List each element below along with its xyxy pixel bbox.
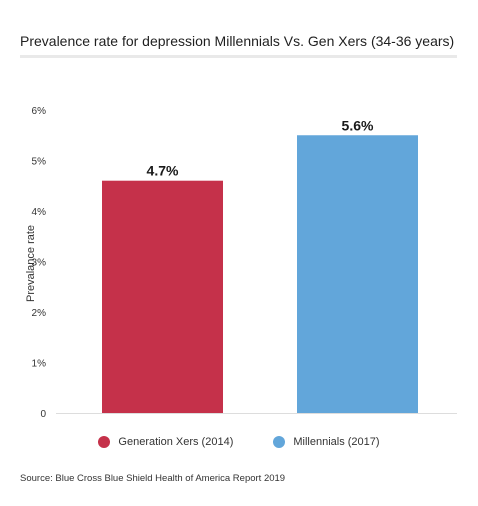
y-tick-label: 6% [32,106,47,117]
y-tick-label: 1% [32,359,47,370]
y-tick-label: 2% [32,308,47,319]
y-tick-label: 5% [32,157,47,168]
legend-label-gen-x: Generation Xers (2014) [118,436,234,448]
legend-swatch-gen-x [98,436,111,448]
bars-group [102,135,418,413]
legend-item-millennials: Millennials (2017) [273,436,380,448]
legend-label-millennials: Millennials (2017) [293,436,380,448]
y-tick-label: 4% [32,207,47,218]
y-axis-ticks: 0 1% 2% 3% 4% 5% 6% [32,106,47,420]
chart-legend: Generation Xers (2014) Millennials (2017… [0,436,478,448]
y-axis-label: Prevalance rate [25,225,37,302]
legend-swatch-millennials [273,436,286,448]
bar-millennials [297,135,418,413]
bar-data-label: 4.7% [147,163,179,179]
legend-item-gen-x: Generation Xers (2014) [98,436,233,448]
y-tick-label: 3% [32,258,47,269]
y-tick-label: 0 [40,409,46,420]
chart-title: Prevalence rate for depression Millennia… [20,33,455,49]
bar-data-labels: 4.7% 5.6% [147,117,374,178]
source-note: Source: Blue Cross Blue Shield Health of… [20,473,286,484]
bar-gen-x [102,180,223,413]
bar-data-label: 5.6% [342,117,374,133]
title-divider [20,55,457,58]
